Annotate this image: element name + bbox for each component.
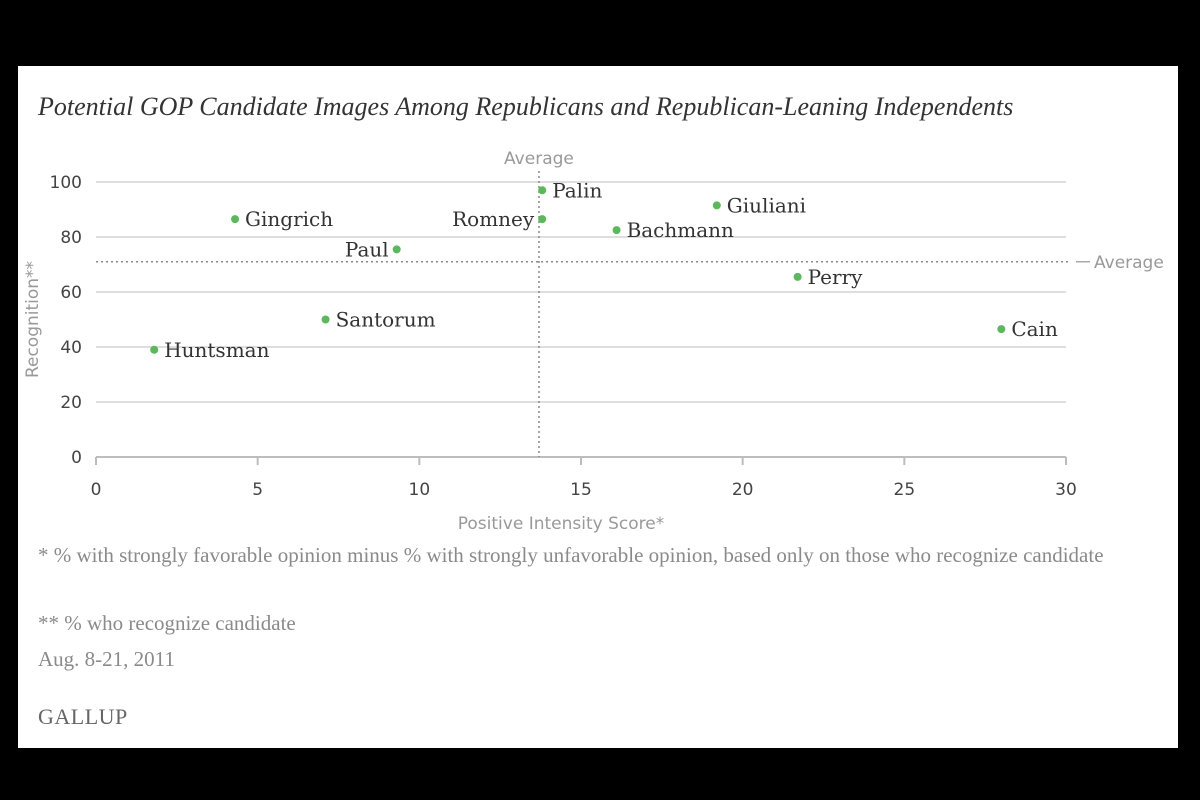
y-average-label: Average [1094,253,1164,273]
y-tick-label: 100 [50,173,82,193]
data-point [997,325,1006,334]
data-point [793,272,802,281]
y-axis-title: Recognition** [23,261,43,378]
point-label: Palin [552,178,602,202]
point-label: Huntsman [164,338,269,362]
data-point [712,201,721,210]
x-axis-title: Positive Intensity Score* [458,514,664,534]
y-tick-label: 60 [60,283,82,303]
chart-title: Potential GOP Candidate Images Among Rep… [38,92,1014,121]
point-label: Santorum [336,308,436,332]
data-point [538,215,547,224]
data-point [392,245,401,254]
y-tick-label: 80 [60,228,82,248]
x-tick-label: 0 [91,480,102,500]
x-tick-label: 30 [1055,480,1077,500]
chart-panel: Potential GOP Candidate Images Among Rep… [18,66,1178,748]
x-tick-label: 10 [409,480,431,500]
footnote-recognition: ** % who recognize candidate [38,611,296,635]
point-label: Paul [345,237,389,261]
y-tick-label: 0 [71,448,82,468]
x-tick-label: 15 [570,480,592,500]
data-point [538,186,547,195]
data-points: Palin Giuliani Gingrich Romney Bachmann Paul P… [150,178,1058,362]
data-point [231,215,240,224]
point-label: Romney [452,207,535,231]
average-reference-lines: Average Average [96,149,1164,457]
point-label: Gingrich [245,207,333,231]
gallup-logo: GALLUP [38,704,128,729]
y-tick-label: 40 [60,338,82,358]
point-label: Giuliani [727,193,806,217]
x-tick-label: 25 [894,480,916,500]
x-tick-label: 5 [252,480,263,500]
axes: 0 20 40 60 80 100 0 5 10 15 20 25 30 Positive Intensi… [23,173,1077,534]
point-label: Perry [808,265,864,289]
point-label: Bachmann [627,218,734,242]
gridlines [96,181,1066,403]
x-tick-label: 20 [732,480,754,500]
y-tick-label: 20 [60,393,82,413]
scatter-chart: 0 20 40 60 80 100 0 5 10 15 20 25 30 Positive Intensi… [23,149,1164,534]
survey-dates: Aug. 8-21, 2011 [38,647,175,671]
data-point [612,226,621,235]
footnote-intensity: * % with strongly favorable opinion minu… [38,543,1104,567]
data-point [150,345,159,354]
x-average-label: Average [504,149,574,169]
point-label: Cain [1011,317,1058,341]
data-point [321,315,330,324]
